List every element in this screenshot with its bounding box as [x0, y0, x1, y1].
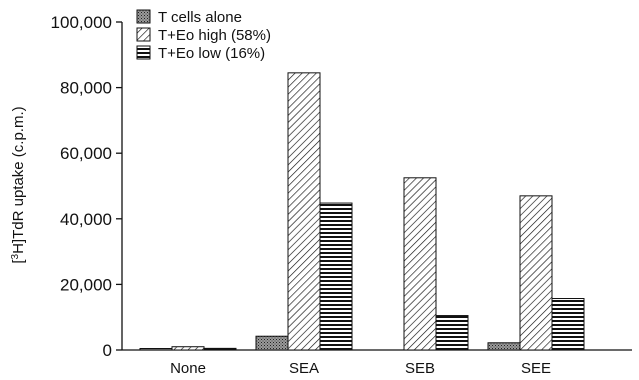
- bar: [255, 335, 289, 351]
- bar: [203, 347, 237, 351]
- y-tick-label: 100,000: [51, 13, 112, 32]
- bar: [319, 202, 353, 351]
- bars: [139, 72, 585, 351]
- y-tick-label: 80,000: [60, 79, 112, 98]
- bar: [171, 346, 205, 351]
- legend-label: T+Eo low (16%): [158, 45, 265, 62]
- y-axis-label: [3H]TdR uptake (c.p.m.): [10, 106, 28, 263]
- x-tick-label: None: [170, 360, 206, 377]
- bar: [435, 315, 469, 351]
- x-tick-label: SEB: [405, 360, 435, 377]
- bar: [551, 298, 585, 351]
- legend-label: T cells alone: [158, 9, 242, 26]
- x-tick-label: SEA: [289, 360, 319, 377]
- legend-swatch: [136, 27, 151, 42]
- y-tick-label: 40,000: [60, 210, 112, 229]
- y-axis-label-suffix: H]TdR uptake (c.p.m.): [10, 106, 27, 254]
- y-tick-label: 0: [103, 341, 112, 360]
- legend-swatch: [136, 9, 151, 24]
- legend-swatch: [136, 45, 151, 60]
- legend-label: T+Eo high (58%): [158, 27, 271, 44]
- bar: [403, 177, 437, 351]
- x-tick-label: SEE: [521, 360, 551, 377]
- y-axis-label-prefix: [: [10, 259, 27, 264]
- bar: [139, 348, 173, 351]
- bar: [487, 342, 521, 351]
- y-axis-label-superscript: 3: [10, 253, 21, 259]
- bar: [519, 195, 553, 351]
- axes: 0 20,000 40,000 60,000 80,000 100,000 None SEA S…: [51, 13, 632, 377]
- y-tick-label: 20,000: [60, 275, 112, 294]
- bar: [287, 72, 321, 351]
- y-tick-label: 60,000: [60, 144, 112, 163]
